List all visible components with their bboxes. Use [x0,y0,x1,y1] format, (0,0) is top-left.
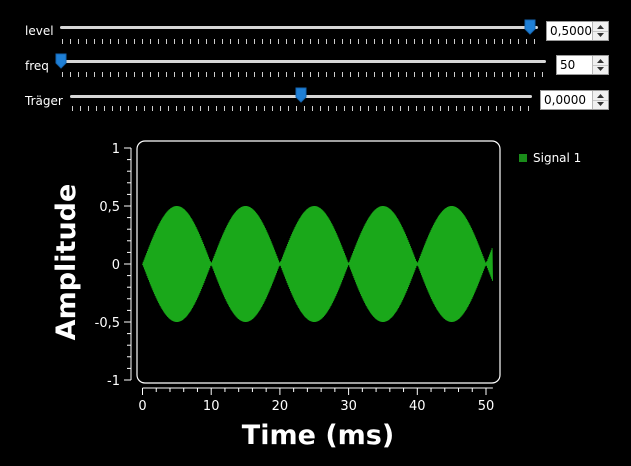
x-tick-label: 20 [272,399,289,414]
signal-1-trace [142,205,493,323]
arrow-down-icon[interactable] [593,31,608,40]
y-tick-label: -0,5 [95,316,120,331]
carrier-label: Träger [25,94,63,108]
slider-handle-icon[interactable] [295,87,307,103]
freq-slider-ticks [62,72,543,77]
arrow-up-icon[interactable] [593,22,608,32]
y-tick-label: -1 [107,374,120,389]
freq-spinbox[interactable]: 50 [556,55,609,75]
slider-handle-icon[interactable] [524,19,536,35]
plot-border [136,140,501,384]
signal-1-line [142,205,493,323]
arrow-up-icon[interactable] [593,91,608,101]
y-axis-title: Amplitude [51,184,82,341]
x-tick-label: 30 [340,399,357,414]
level-label: level [25,24,54,38]
arrow-down-icon[interactable] [593,100,608,109]
y-tick-label: 1 [112,142,120,157]
x-tick-label: 0 [138,399,146,414]
freq-value[interactable]: 50 [560,58,576,72]
legend-entry-signal-1: Signal 1 [533,151,582,165]
level-value[interactable]: 0,5000 [550,24,592,38]
x-tick-label: 50 [478,399,495,414]
arrow-down-icon[interactable] [593,65,608,74]
carrier-spinbox[interactable]: 0,0000 [540,90,609,110]
x-tick-label: 40 [409,399,426,414]
legend-swatch [519,154,527,162]
legend: Signal 1 [519,151,581,165]
freq-label: freq [25,59,49,73]
freq-slider-track[interactable] [60,60,546,63]
carrier-value[interactable]: 0,0000 [544,93,586,107]
level-slider-track[interactable] [60,26,538,29]
y-tick-label: 0 [112,258,120,273]
y-tick-label: 0,5 [99,200,120,215]
x-axis-title: Time (ms) [242,420,394,451]
level-slider-ticks [62,39,535,44]
slider-handle-icon[interactable] [55,53,67,69]
x-tick-label: 10 [203,399,220,414]
carrier-slider-ticks [72,106,529,111]
level-spinbox[interactable]: 0,5000 [546,21,609,41]
arrow-up-icon[interactable] [593,56,608,66]
